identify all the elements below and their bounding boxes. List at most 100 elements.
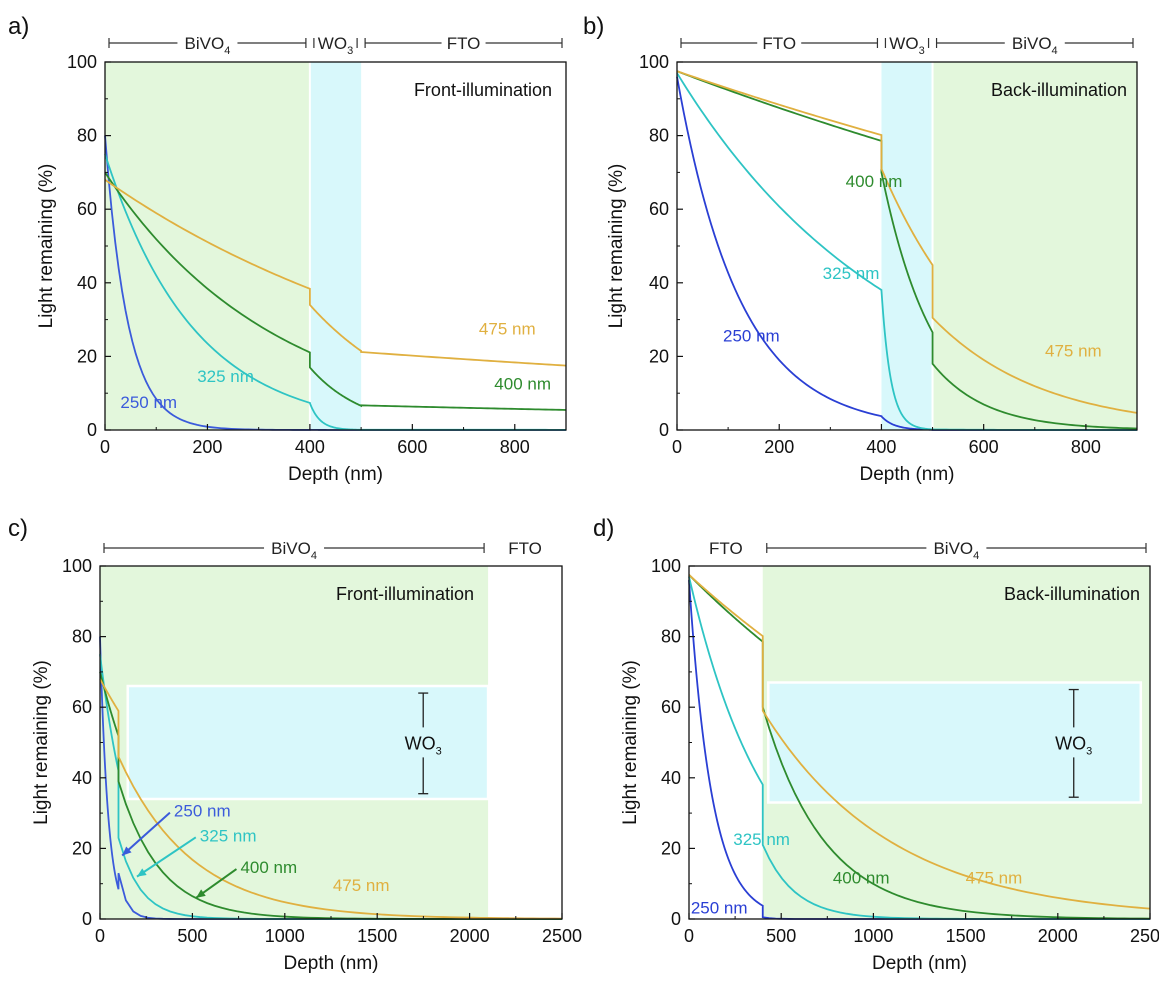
y-tick-label: 100 (67, 52, 97, 72)
y-tick-label: 60 (661, 697, 681, 717)
y-tick-label: 20 (77, 346, 97, 366)
illumination-mode-label: Front-illumination (414, 80, 552, 100)
x-axis-title: Depth (nm) (288, 464, 383, 485)
y-tick-label: 60 (649, 199, 669, 219)
x-tick-label: 500 (766, 926, 796, 946)
series-label-325-nm: 325 nm (197, 367, 254, 386)
y-axis-title: Light remaining (%) (36, 164, 57, 329)
x-tick-label: 400 (866, 437, 896, 457)
y-tick-label: 40 (661, 768, 681, 788)
layer-header-fto: FTO (508, 539, 542, 558)
layer-header-fto: FTO (447, 34, 481, 53)
layer-header-bivo4: BiVO4 (1012, 34, 1058, 57)
series-line-400-nm (676, 70, 1138, 430)
series-arrow-250-nm (121, 811, 171, 857)
y-tick-label: 60 (77, 199, 97, 219)
x-tick-label: 1500 (946, 926, 986, 946)
y-tick-label: 0 (87, 420, 97, 440)
x-tick-label: 0 (684, 926, 694, 946)
wo3-inset-label: WO3 (1055, 733, 1092, 757)
wo3-inset-band (767, 681, 1143, 804)
panel-letter: b) (583, 13, 604, 40)
y-tick-label: 0 (82, 909, 92, 929)
series-arrowhead (136, 868, 147, 877)
y-tick-label: 20 (661, 838, 681, 858)
panel-c: 250 nm 325 nm 400 nm 475 nm WO3 0 20 40 60 80 1000… (8, 515, 582, 974)
series-label-250-nm: 250 nm (120, 393, 177, 412)
series-label-475-nm: 475 nm (479, 319, 536, 338)
x-axis-title: Depth (nm) (872, 953, 967, 974)
x-tick-label: 800 (500, 437, 530, 457)
y-axis-title: Light remaining (%) (606, 164, 627, 329)
x-axis-title: Depth (nm) (859, 464, 954, 485)
y-tick-label: 100 (639, 52, 669, 72)
series-label-325-nm: 325 nm (733, 830, 790, 849)
wo3-inset-label: WO3 (405, 733, 442, 757)
layer-band-bivo4 (105, 62, 310, 430)
x-tick-label: 2500 (542, 926, 582, 946)
series-line-475-nm (99, 678, 563, 920)
x-tick-label: 800 (1071, 437, 1101, 457)
panel-letter: a) (8, 13, 29, 40)
series-label-475-nm: 475 nm (966, 869, 1023, 888)
series-arrowhead (196, 889, 206, 898)
layer-header-wo3: WO3 (318, 34, 353, 57)
layer-header-bivo4: BiVO4 (185, 34, 231, 57)
y-axis-title: Light remaining (%) (620, 660, 641, 825)
x-tick-label: 200 (764, 437, 794, 457)
series-label-475-nm: 475 nm (333, 876, 390, 895)
series-label-400-nm: 400 nm (494, 375, 551, 394)
series-label-325-nm: 325 nm (200, 826, 257, 845)
panel-letter: c) (8, 515, 28, 542)
x-tick-label: 1000 (265, 926, 305, 946)
x-tick-label: 600 (969, 437, 999, 457)
y-tick-label: 80 (77, 126, 97, 146)
series-label-400-nm: 400 nm (846, 172, 903, 191)
x-tick-label: 400 (295, 437, 325, 457)
series-label-475-nm: 475 nm (1045, 341, 1102, 360)
x-tick-label: 500 (177, 926, 207, 946)
series-label-250-nm: 250 nm (174, 802, 231, 821)
y-tick-label: 80 (72, 627, 92, 647)
x-tick-label: 1000 (853, 926, 893, 946)
layer-header-bivo4: BiVO4 (933, 539, 979, 562)
x-tick-label: 200 (192, 437, 222, 457)
layer-band-bivo4 (932, 62, 1137, 430)
wo3-inset-band (126, 684, 490, 801)
y-tick-label: 40 (77, 273, 97, 293)
series-label-250-nm: 250 nm (691, 899, 748, 918)
panel-letter: d) (593, 515, 614, 542)
y-tick-label: 100 (651, 556, 681, 576)
layer-band-wo3 (309, 62, 362, 430)
panel-b: 250 nm 325 nm 400 nm 475 nm 0 20 40 60 80 100 0 200… (583, 13, 1138, 485)
y-axis-title: Light remaining (%) (31, 660, 52, 825)
layer-band-wo3 (881, 62, 933, 430)
series-line-400-nm (104, 171, 567, 411)
layer-header-wo3: WO3 (889, 34, 924, 57)
illumination-mode-label: Front-illumination (336, 584, 474, 604)
y-tick-label: 20 (72, 838, 92, 858)
series-arrow-325-nm (136, 836, 197, 878)
series-arrowhead (122, 846, 132, 856)
series-label-400-nm: 400 nm (240, 858, 297, 877)
x-tick-label: 2000 (450, 926, 490, 946)
illumination-mode-label: Back-illumination (991, 80, 1127, 100)
y-tick-label: 60 (72, 697, 92, 717)
series-line-475-nm (676, 70, 1138, 414)
layer-header-fto: FTO (709, 539, 743, 558)
y-tick-label: 100 (62, 556, 92, 576)
series-label-325-nm: 325 nm (823, 264, 880, 283)
series-line-475-nm (104, 179, 567, 367)
y-tick-label: 80 (649, 126, 669, 146)
x-tick-label: 2500 (1130, 926, 1159, 946)
x-tick-label: 0 (672, 437, 682, 457)
y-tick-label: 0 (671, 909, 681, 929)
x-tick-label: 0 (100, 437, 110, 457)
layer-header-bivo4: BiVO4 (271, 539, 317, 562)
series-label-400-nm: 400 nm (833, 869, 890, 888)
layer-header-fto: FTO (762, 34, 796, 53)
y-tick-label: 40 (72, 768, 92, 788)
x-tick-label: 2000 (1038, 926, 1078, 946)
